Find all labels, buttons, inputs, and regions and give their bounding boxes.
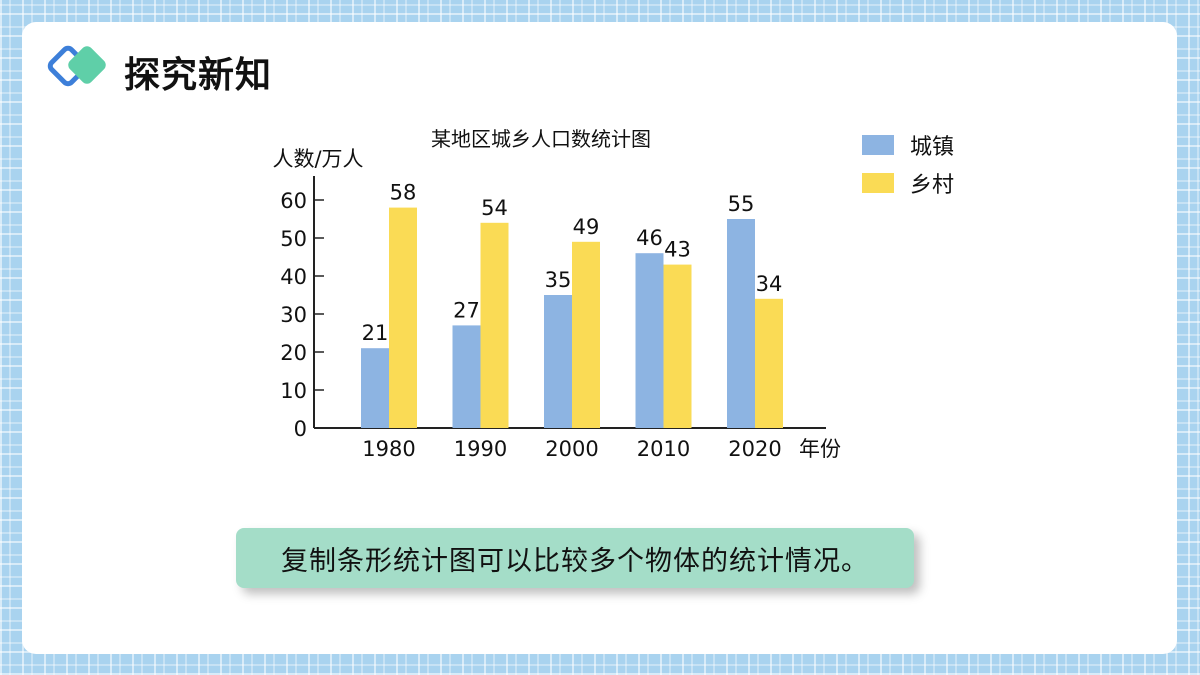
data-label: 34 [756,272,783,296]
data-label: 54 [481,196,508,220]
y-tick-label: 20 [280,341,307,365]
page-title: 探究新知 [124,55,273,96]
data-label: 21 [362,321,389,345]
bar-城镇-1990 [452,325,481,428]
legend-swatch [862,173,894,193]
data-label: 46 [636,226,663,250]
y-tick-label: 0 [294,417,307,441]
data-label: 49 [573,215,600,239]
y-axis-label: 人数/万人 [272,147,363,171]
bar-城镇-2000 [544,295,572,428]
bar-乡村-2000 [572,241,600,428]
x-tick-label: 2010 [637,437,690,461]
caption-text: 复制条形统计图可以比较多个物体的统计情况。 [281,545,869,577]
diamond-logo-icon [47,45,106,87]
bar-城镇-1980 [361,348,389,428]
bar-城镇-2010 [635,253,664,428]
y-tick-label: 50 [280,227,307,251]
legend-swatch [862,135,894,155]
legend-label: 城镇 [910,135,954,160]
caption-box: 复制条形统计图可以比较多个物体的统计情况。 [236,528,914,588]
y-tick-label: 10 [280,379,307,403]
x-tick-label: 2000 [545,437,598,461]
legend-label: 乡村 [910,173,954,198]
data-label: 55 [728,192,755,216]
data-label: 58 [390,181,417,205]
y-tick-label: 40 [280,265,307,289]
x-tick-label: 2020 [728,437,781,461]
data-label: 35 [545,268,572,292]
y-tick-label: 60 [280,189,307,213]
chart-title: 某地区城乡人口数统计图 [431,127,651,151]
x-tick-label: 1980 [362,437,415,461]
bar-城镇-2020 [727,219,755,428]
y-tick-label: 30 [280,303,307,327]
bar-乡村-1980 [389,207,417,428]
bar-乡村-2010 [663,264,692,428]
data-label: 43 [664,238,691,262]
x-axis-label: 年份 [799,437,841,461]
data-label: 27 [453,298,480,322]
bar-乡村-2020 [755,298,783,428]
bar-乡村-1990 [480,222,509,428]
x-tick-label: 1990 [454,437,507,461]
